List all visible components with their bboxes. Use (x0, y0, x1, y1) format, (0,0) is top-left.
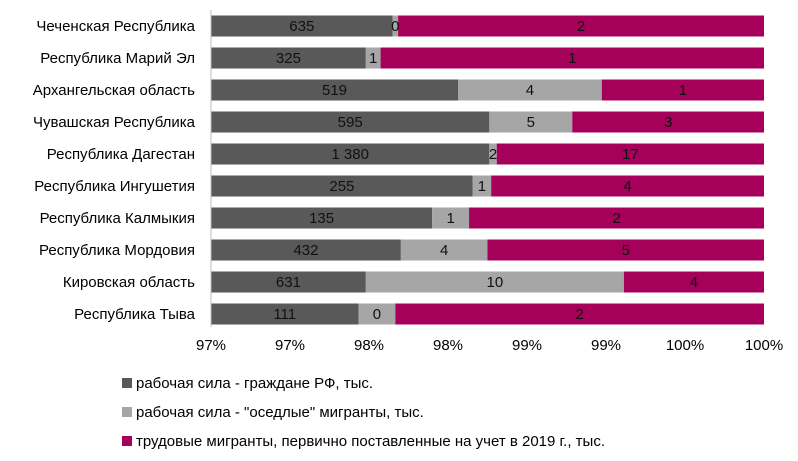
category-labels: Чеченская Республика Республика Марий Эл А… (33, 18, 196, 323)
bar-1-республика-ингушетия (211, 175, 473, 197)
bar-1-республика-тыва (211, 303, 359, 325)
bar-3-республика-мордовия (487, 239, 764, 261)
bar-1-республика-калмыкия (211, 207, 433, 229)
category-label-республика-марий-эл: Республика Марий Эл (40, 50, 195, 67)
data-label-2-республика-ингушетия: 1 (478, 178, 486, 195)
bar-1-республика-марий-эл (211, 47, 366, 69)
bar-2-чувашская-республика (489, 111, 573, 133)
legend-swatch-2 (122, 407, 132, 417)
category-label-республика-ингушетия: Республика Ингушетия (34, 178, 195, 195)
data-label-1-республика-тыва: 111 (273, 306, 296, 323)
data-label-3-республика-ингушетия: 4 (623, 178, 631, 195)
bar-3-республика-тыва (395, 303, 764, 325)
bar-2-республика-мордовия (400, 239, 488, 261)
bar-2-кировская-область (365, 271, 624, 293)
category-label-республика-калмыкия: Республика Калмыкия (40, 210, 195, 227)
category-label-чеченская-республика: Чеченская Республика (36, 18, 195, 35)
bar-1-республика-дагестан (211, 143, 490, 165)
data-label-3-чеченская-республика: 2 (577, 18, 585, 35)
data-label-1-архангельская-область: 519 (322, 82, 347, 99)
x-tick-label-5: 99% (591, 337, 621, 354)
category-label-архангельская-область: Архангельская область (33, 82, 195, 99)
data-label-3-республика-калмыкия: 2 (612, 210, 620, 227)
category-label-республика-мордовия: Республика Мордовия (39, 242, 195, 259)
category-label-кировская-область: Кировская область (63, 274, 195, 291)
x-tick-label-6: 100% (666, 337, 704, 354)
x-tick-label-1: 97% (275, 337, 305, 354)
data-label-3-республика-мордовия: 5 (622, 242, 630, 259)
bar-1-чувашская-республика (211, 111, 490, 133)
category-label-республика-тыва: Республика Тыва (74, 306, 196, 323)
bar-2-чеченская-республика (392, 15, 399, 37)
x-tick-label-4: 99% (512, 337, 542, 354)
x-tick-label-0: 97% (196, 337, 226, 354)
data-label-2-республика-тыва: 0 (373, 306, 381, 323)
bar-3-республика-ингушетия (491, 175, 764, 197)
data-label-2-архангельская-область: 4 (526, 82, 534, 99)
data-label-1-чеченская-республика: 635 (289, 18, 314, 35)
data-label-2-республика-марий-эл: 1 (369, 50, 377, 67)
data-label-1-кировская-область: 631 (276, 274, 301, 291)
legend-swatch-1 (122, 378, 132, 388)
bar-1-кировская-область (211, 271, 366, 293)
bar-3-республика-дагестан (496, 143, 764, 165)
data-label-1-республика-марий-эл: 325 (276, 50, 301, 67)
data-label-2-чеченская-республика: 0 (391, 18, 399, 35)
bar-3-кировская-область (623, 271, 764, 293)
bar-2-республика-калмыкия (432, 207, 470, 229)
data-label-1-республика-дагестан: 1 380 (331, 146, 369, 163)
data-label-3-чувашская-республика: 3 (664, 114, 672, 131)
bar-1-республика-мордовия (211, 239, 401, 261)
data-label-1-республика-ингушетия: 255 (329, 178, 354, 195)
bar-3-архангельская-область (601, 79, 764, 101)
bar-2-республика-тыва (358, 303, 396, 325)
category-label-республика-дагестан: Республика Дагестан (47, 146, 195, 163)
bars-group (211, 15, 764, 325)
legend-label-1: рабочая сила - граждане РФ, тыс. (136, 375, 373, 392)
bar-2-республика-дагестан (489, 143, 497, 165)
bar-2-республика-ингушетия (472, 175, 492, 197)
bar-3-чувашская-республика (572, 111, 764, 133)
data-label-2-республика-дагестан: 2 (489, 146, 497, 163)
bar-3-республика-калмыкия (469, 207, 764, 229)
bar-1-чеченская-республика (211, 15, 393, 37)
x-tick-label-7: 100% (745, 337, 783, 354)
data-label-3-архангельская-область: 1 (679, 82, 687, 99)
data-label-2-кировская-область: 10 (487, 274, 504, 291)
x-tick-label-2: 98% (354, 337, 384, 354)
bar-3-чеченская-республика (398, 15, 764, 37)
legend-label-2: рабочая сила - "оседлые" мигранты, тыс. (136, 404, 424, 421)
x-tick-label-3: 98% (433, 337, 463, 354)
bar-3-республика-марий-эл (380, 47, 764, 69)
data-label-2-чувашская-республика: 5 (527, 114, 535, 131)
data-label-3-республика-тыва: 2 (575, 306, 583, 323)
data-label-3-республика-дагестан: 17 (622, 146, 639, 163)
bar-2-архангельская-область (458, 79, 602, 101)
data-label-1-республика-калмыкия: 135 (309, 210, 334, 227)
data-label-3-республика-марий-эл: 1 (568, 50, 576, 67)
legend: рабочая сила - граждане РФ, тыс. рабочая … (122, 375, 605, 450)
category-label-чувашская-республика: Чувашская Республика (33, 114, 196, 131)
bar-2-республика-марий-эл (365, 47, 381, 69)
legend-swatch-3 (122, 436, 132, 446)
legend-label-3: трудовые мигранты, первично поставленные… (136, 433, 605, 450)
data-label-2-республика-калмыкия: 1 (446, 210, 454, 227)
data-label-2-республика-мордовия: 4 (440, 242, 448, 259)
data-label-1-чувашская-республика: 595 (338, 114, 363, 131)
bar-1-архангельская-область (211, 79, 459, 101)
x-axis-ticks: 97% 97% 98% 98% 99% 99% 100% 100% (196, 337, 783, 354)
data-label-1-республика-мордовия: 432 (293, 242, 318, 259)
data-label-3-кировская-область: 4 (690, 274, 698, 291)
